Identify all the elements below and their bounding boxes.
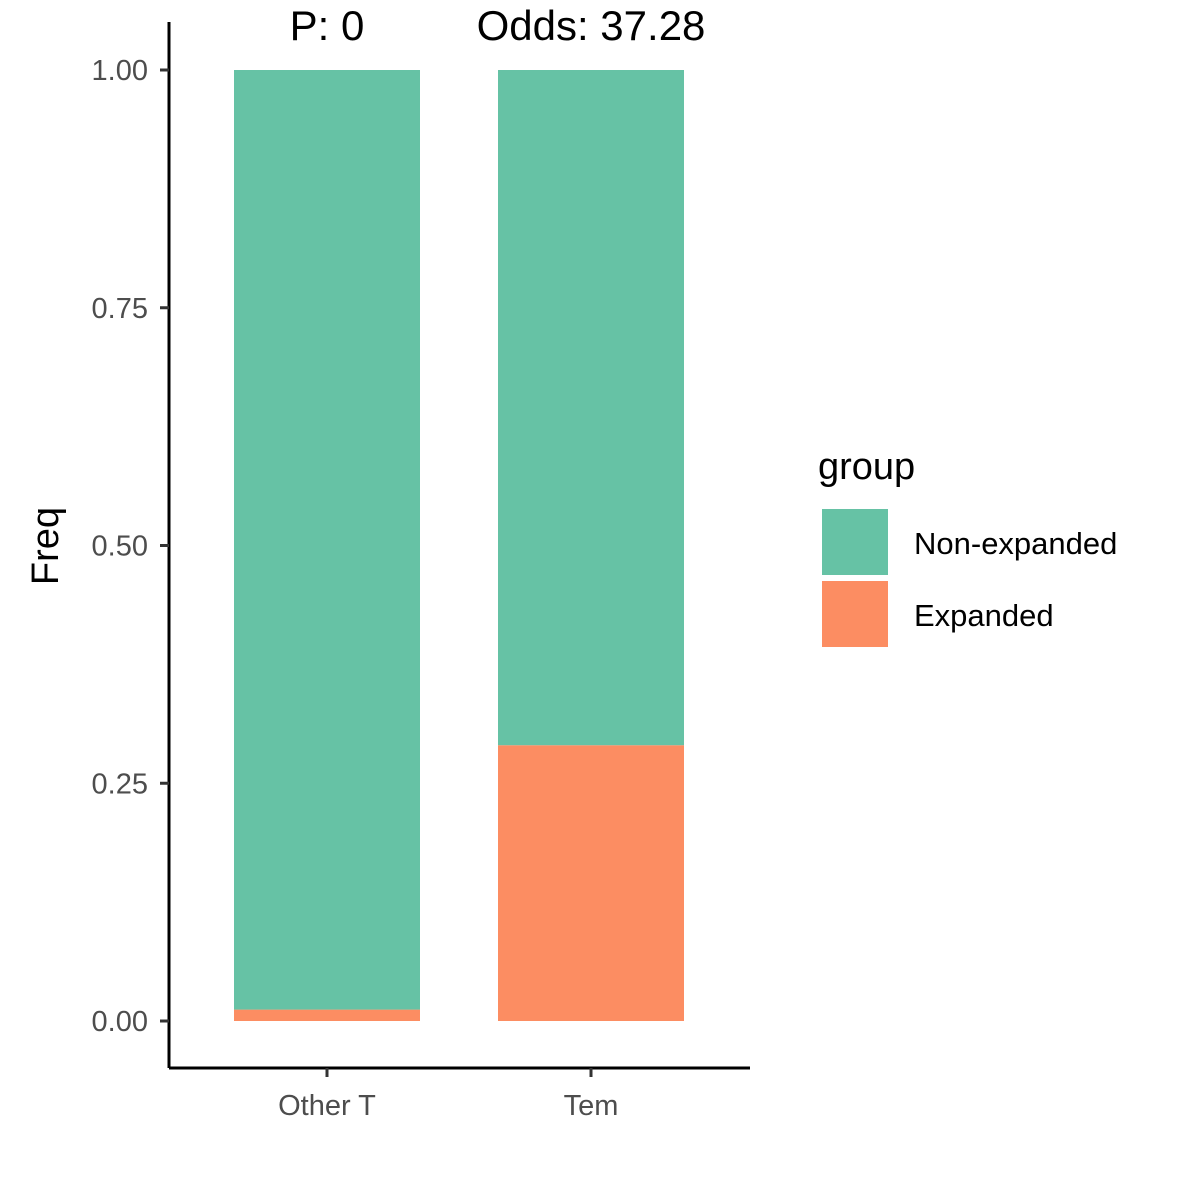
x-axis-ticks: Other T Tem <box>278 1068 618 1122</box>
y-axis-ticks: 0.00 0.25 0.50 0.75 1.00 <box>92 55 169 1038</box>
legend-label-expanded: Expanded <box>914 598 1054 633</box>
bars-layer <box>234 70 684 1021</box>
bar-tem-non-expanded <box>498 70 684 746</box>
chart-annotations: P: 0 Odds: 37.28 <box>290 2 706 49</box>
bar-other-t-non-expanded <box>234 70 420 1010</box>
y-tick-label: 0.75 <box>92 293 148 325</box>
annotation-odds: Odds: 37.28 <box>477 2 706 49</box>
y-tick-label: 0.50 <box>92 531 148 563</box>
bar-tem-expanded <box>498 745 684 1021</box>
y-tick-label: 1.00 <box>92 55 148 87</box>
y-tick-label: 0.00 <box>92 1006 148 1038</box>
legend-title: group <box>818 446 915 488</box>
y-tick-label: 0.25 <box>92 768 148 800</box>
legend-label-non-expanded: Non-expanded <box>914 526 1117 561</box>
legend-swatch-non-expanded <box>822 509 888 575</box>
y-axis-title: Freq <box>25 507 67 585</box>
legend: group Non-expanded Expanded <box>818 446 1117 647</box>
legend-swatch-expanded <box>822 581 888 647</box>
x-tick-label: Tem <box>564 1090 619 1122</box>
annotation-p-value: P: 0 <box>290 2 365 49</box>
x-tick-label: Other T <box>278 1090 376 1122</box>
bar-other-t-expanded <box>234 1009 420 1021</box>
